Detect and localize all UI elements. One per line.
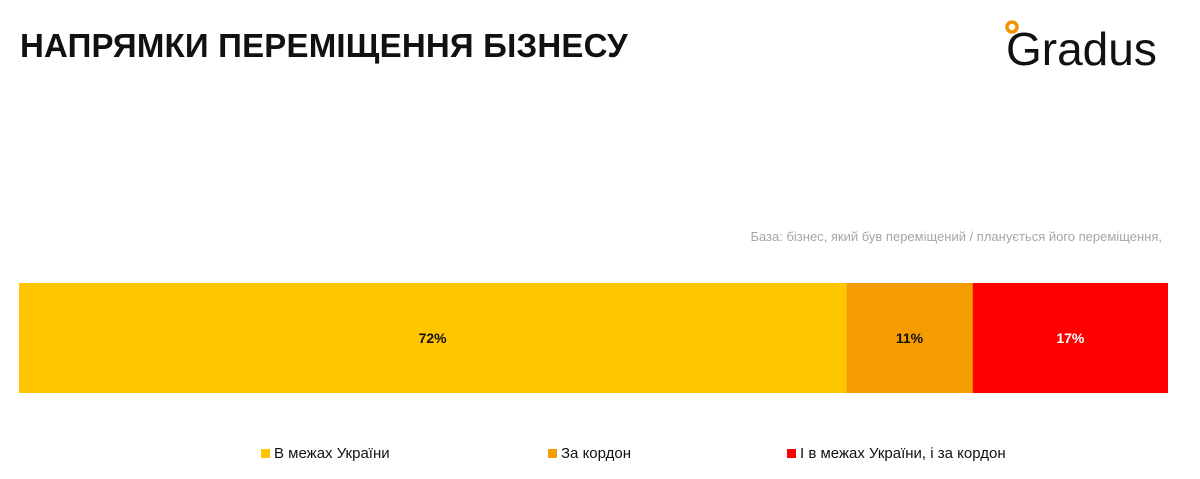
data-label-1: 72% bbox=[419, 330, 448, 346]
bar-segment-2 bbox=[846, 283, 973, 393]
legend-label-3: І в межах України, і за кордон bbox=[800, 445, 1006, 462]
page-title: НАПРЯМКИ ПЕРЕМІЩЕННЯ БІЗНЕСУ bbox=[20, 27, 628, 64]
logo-wordmark: Gradus bbox=[1006, 23, 1157, 75]
base-note: База: бізнес, який був переміщений / пла… bbox=[750, 229, 1162, 244]
legend-item-1: В межах України bbox=[261, 445, 390, 462]
legend-swatch-2 bbox=[548, 449, 557, 458]
legend-swatch-1 bbox=[261, 449, 270, 458]
legend-label-1: В межах України bbox=[274, 445, 390, 462]
data-label-2: 11% bbox=[896, 330, 924, 346]
data-label-3: 17% bbox=[1056, 330, 1085, 346]
chart-legend: В межах України За кордон І в межах Україн… bbox=[0, 445, 1200, 469]
legend-item-3: І в межах України, і за кордон bbox=[787, 445, 1006, 462]
legend-label-2: За кордон bbox=[561, 445, 632, 462]
bar-segment-3 bbox=[972, 283, 1168, 393]
gradus-logo: Gradus bbox=[1005, 20, 1157, 75]
legend-swatch-3 bbox=[787, 449, 796, 458]
logo-accent-dot bbox=[1005, 20, 1019, 34]
legend-item-2: За кордон bbox=[548, 445, 631, 462]
bar-segment-1 bbox=[19, 283, 847, 393]
